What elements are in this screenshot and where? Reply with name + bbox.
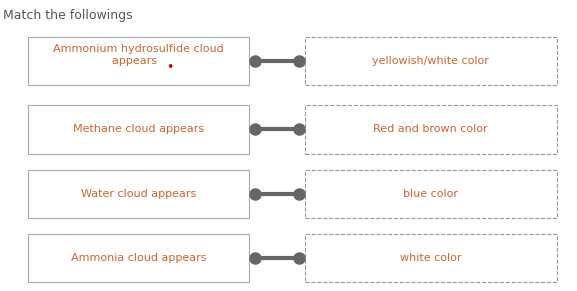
Text: blue color: blue color — [403, 189, 458, 198]
Text: Methane cloud appears: Methane cloud appears — [73, 125, 204, 134]
FancyBboxPatch shape — [305, 169, 557, 218]
FancyBboxPatch shape — [305, 37, 557, 85]
FancyBboxPatch shape — [305, 105, 557, 154]
FancyBboxPatch shape — [305, 233, 557, 282]
Text: Ammonium hydrosulfide cloud
appears: Ammonium hydrosulfide cloud appears — [53, 44, 224, 65]
Text: white color: white color — [400, 253, 462, 262]
FancyBboxPatch shape — [28, 105, 249, 154]
Text: Red and brown color: Red and brown color — [373, 125, 488, 134]
Text: Match the followings: Match the followings — [3, 9, 133, 22]
FancyBboxPatch shape — [28, 169, 249, 218]
Text: yellowish/white color: yellowish/white color — [372, 56, 489, 66]
Text: •: • — [167, 61, 174, 74]
Text: Ammonia cloud appears: Ammonia cloud appears — [71, 253, 206, 262]
FancyBboxPatch shape — [28, 37, 249, 85]
FancyBboxPatch shape — [28, 233, 249, 282]
Text: Water cloud appears: Water cloud appears — [81, 189, 196, 198]
